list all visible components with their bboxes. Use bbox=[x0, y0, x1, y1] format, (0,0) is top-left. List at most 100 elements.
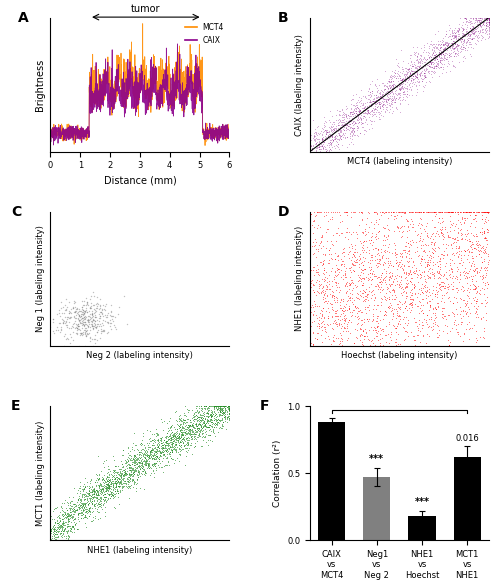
Point bbox=[427, 57, 435, 66]
Point bbox=[51, 504, 59, 513]
Point bbox=[70, 298, 78, 308]
Point bbox=[316, 280, 324, 289]
Point bbox=[109, 316, 117, 326]
Point bbox=[355, 114, 363, 123]
Point bbox=[72, 320, 80, 329]
Point bbox=[58, 522, 66, 531]
Point bbox=[219, 421, 227, 431]
Point bbox=[417, 63, 425, 72]
Point bbox=[447, 42, 455, 52]
Point bbox=[168, 448, 176, 457]
Point bbox=[184, 425, 192, 434]
Point bbox=[94, 319, 102, 328]
Point bbox=[54, 520, 62, 529]
Point bbox=[73, 309, 81, 318]
Point bbox=[110, 492, 118, 501]
Point bbox=[314, 129, 322, 138]
Point bbox=[118, 485, 127, 494]
Point bbox=[69, 527, 77, 537]
Point bbox=[203, 417, 211, 426]
Point bbox=[100, 326, 108, 336]
Point bbox=[386, 272, 394, 282]
Point bbox=[363, 242, 371, 252]
Point bbox=[111, 322, 119, 332]
Point bbox=[88, 483, 96, 492]
Point bbox=[427, 251, 435, 260]
Point bbox=[469, 207, 477, 217]
Point bbox=[216, 407, 224, 417]
Point bbox=[116, 470, 124, 480]
Point bbox=[46, 524, 54, 533]
Point bbox=[428, 58, 436, 67]
Point bbox=[375, 341, 384, 350]
Point bbox=[70, 515, 78, 524]
Point bbox=[380, 85, 388, 95]
Point bbox=[371, 331, 380, 340]
Point bbox=[317, 237, 325, 247]
Point bbox=[476, 25, 484, 34]
Point bbox=[82, 312, 90, 321]
Point bbox=[77, 328, 85, 338]
Point bbox=[408, 66, 416, 76]
Point bbox=[426, 66, 434, 75]
Point bbox=[338, 341, 346, 350]
Point bbox=[402, 282, 410, 291]
Point bbox=[92, 490, 100, 500]
Point bbox=[431, 40, 439, 49]
Point bbox=[176, 422, 184, 431]
Point bbox=[457, 207, 465, 217]
Point bbox=[224, 404, 232, 414]
Point bbox=[387, 257, 395, 266]
Point bbox=[452, 49, 460, 58]
Point bbox=[433, 60, 441, 69]
Point bbox=[383, 78, 391, 87]
Point bbox=[485, 19, 493, 28]
Point bbox=[320, 322, 328, 332]
Point bbox=[124, 482, 133, 491]
Point bbox=[451, 221, 459, 231]
Point bbox=[367, 100, 375, 110]
Point bbox=[381, 89, 389, 98]
Point bbox=[418, 279, 426, 288]
Point bbox=[225, 408, 233, 417]
Point bbox=[392, 103, 400, 113]
Point bbox=[46, 535, 54, 545]
Point bbox=[124, 478, 132, 487]
Point bbox=[449, 207, 457, 217]
Point bbox=[392, 273, 400, 282]
Point bbox=[351, 107, 359, 116]
Point bbox=[320, 137, 328, 146]
Point bbox=[46, 529, 54, 538]
Point bbox=[89, 323, 97, 333]
Point bbox=[439, 239, 447, 249]
Point bbox=[454, 23, 462, 32]
Point bbox=[93, 292, 101, 301]
Point bbox=[461, 43, 469, 53]
Point bbox=[464, 35, 472, 45]
Point bbox=[350, 266, 358, 276]
Point bbox=[52, 325, 60, 335]
Point bbox=[66, 313, 74, 322]
Point bbox=[327, 340, 335, 349]
Point bbox=[364, 227, 372, 237]
Point bbox=[356, 341, 364, 350]
Point bbox=[376, 247, 385, 257]
Point bbox=[220, 407, 228, 417]
Point bbox=[429, 282, 437, 291]
Point bbox=[60, 517, 69, 527]
Point bbox=[480, 218, 488, 227]
Point bbox=[418, 70, 426, 80]
Point bbox=[202, 409, 210, 418]
Point bbox=[417, 59, 425, 68]
Point bbox=[216, 407, 224, 417]
Point bbox=[411, 207, 419, 217]
Point bbox=[346, 131, 354, 141]
Point bbox=[58, 518, 67, 527]
Point bbox=[193, 407, 201, 417]
Point bbox=[467, 272, 475, 281]
Point bbox=[177, 423, 185, 432]
Point bbox=[436, 47, 445, 56]
Point bbox=[427, 312, 435, 322]
Point bbox=[181, 415, 190, 424]
Point bbox=[144, 458, 152, 468]
